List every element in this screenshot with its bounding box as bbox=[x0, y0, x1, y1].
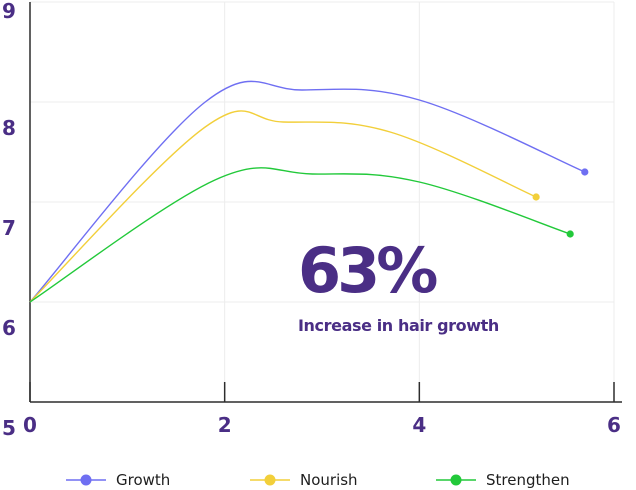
stat-caption: Increase in hair growth bbox=[298, 316, 499, 335]
x-tick-label-6: 6 bbox=[607, 413, 621, 437]
legend-label-growth: Growth bbox=[116, 471, 170, 489]
stat-value: 63% bbox=[298, 234, 438, 307]
series-line-nourish bbox=[29, 110, 537, 303]
chart-tick-labels: 0 2 4 6 5 6 7 8 9 bbox=[2, 0, 621, 440]
series-line-growth bbox=[29, 80, 586, 303]
series-endpoint-nourish bbox=[532, 193, 540, 201]
series-endpoint-growth bbox=[581, 168, 589, 176]
series-line-strengthen bbox=[29, 167, 571, 303]
stat-callout: 63% Increase in hair growth bbox=[298, 234, 499, 336]
legend-label-strengthen: Strengthen bbox=[486, 471, 570, 489]
y-tick-label-5: 5 bbox=[2, 416, 16, 440]
legend-marker-strengthen bbox=[450, 474, 462, 486]
x-tick-label-2: 2 bbox=[218, 413, 232, 437]
chart-grid bbox=[30, 1, 615, 402]
legend-label-nourish: Nourish bbox=[300, 471, 358, 489]
x-tick-label-4: 4 bbox=[412, 413, 426, 437]
x-tick-label-0: 0 bbox=[23, 413, 37, 437]
legend-marker-growth bbox=[80, 474, 92, 486]
y-tick-label-8: 8 bbox=[2, 116, 16, 140]
y-tick-label-6: 6 bbox=[2, 316, 16, 340]
chart-axes bbox=[29, 2, 622, 403]
chart-series bbox=[29, 80, 589, 303]
y-tick-label-9: 9 bbox=[2, 0, 16, 23]
legend-marker-nourish bbox=[264, 474, 276, 486]
series-endpoint-strengthen bbox=[566, 230, 574, 238]
y-tick-label-7: 7 bbox=[2, 216, 16, 240]
chart-legend: Growth Nourish Strengthen bbox=[66, 471, 570, 489]
